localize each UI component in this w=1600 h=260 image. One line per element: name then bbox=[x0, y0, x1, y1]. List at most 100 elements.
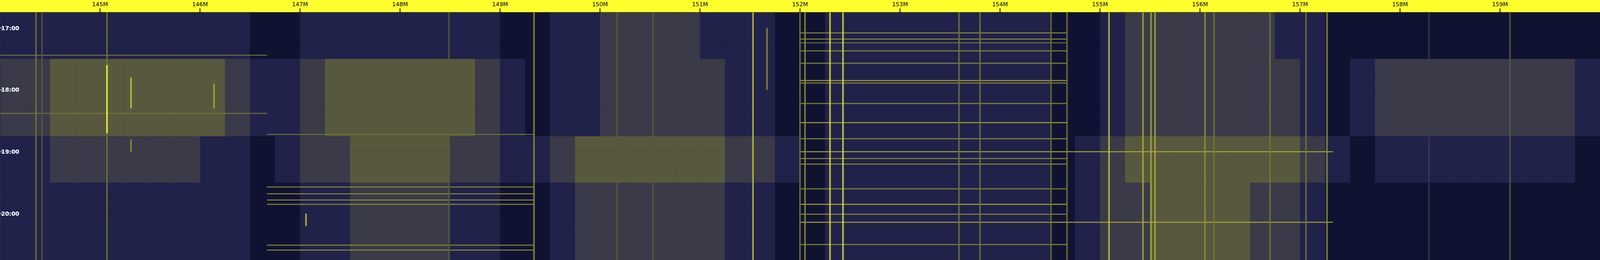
heat-cell bbox=[574, 12, 601, 29]
heat-cell bbox=[1274, 43, 1301, 59]
burst-line bbox=[800, 213, 1068, 215]
heat-cell bbox=[1025, 28, 1051, 44]
heat-cell bbox=[649, 182, 676, 199]
heat-cell bbox=[1324, 244, 1351, 260]
carrier-line bbox=[979, 12, 981, 260]
heat-cell bbox=[850, 197, 876, 214]
carrier-line bbox=[842, 12, 844, 260]
heat-cell bbox=[624, 151, 651, 168]
heat-cell bbox=[1249, 213, 1276, 229]
x-tick bbox=[1099, 8, 1101, 13]
heat-cell bbox=[1375, 58, 1401, 75]
heat-cell bbox=[1149, 58, 1176, 75]
heat-cell bbox=[574, 213, 601, 229]
heat-cell bbox=[574, 28, 601, 44]
heat-cell bbox=[749, 105, 776, 121]
heat-cell bbox=[1299, 228, 1326, 245]
heat-cell bbox=[1475, 228, 1501, 245]
heat-cell bbox=[400, 89, 426, 106]
heat-cell bbox=[475, 28, 501, 44]
heat-cell bbox=[574, 105, 601, 121]
heat-cell bbox=[1174, 213, 1201, 229]
heat-cell bbox=[325, 43, 351, 59]
burst-line bbox=[800, 121, 1068, 123]
heat-cell bbox=[549, 167, 576, 183]
heat-cell bbox=[1074, 43, 1101, 59]
heat-cell bbox=[875, 213, 901, 229]
heat-cell bbox=[375, 89, 401, 106]
heat-cell bbox=[1400, 43, 1426, 59]
heat-cell bbox=[24, 197, 51, 214]
heat-cell bbox=[149, 228, 176, 245]
heat-cell bbox=[1224, 244, 1251, 260]
heat-cell bbox=[525, 12, 551, 29]
heat-cell bbox=[800, 228, 826, 245]
heat-cell bbox=[1475, 12, 1501, 29]
heat-cell bbox=[749, 167, 776, 183]
heat-cell bbox=[1099, 58, 1126, 75]
heat-cell bbox=[825, 197, 851, 214]
heat-cell bbox=[275, 105, 301, 121]
heat-cell bbox=[350, 105, 376, 121]
heat-cell bbox=[199, 244, 226, 260]
heat-cell bbox=[774, 228, 801, 245]
heat-cell bbox=[24, 74, 51, 91]
heat-cell bbox=[500, 167, 526, 183]
heat-cell bbox=[525, 105, 551, 121]
heat-cell bbox=[724, 213, 751, 229]
heat-cell bbox=[124, 43, 151, 59]
heat-cell bbox=[975, 58, 1001, 75]
waterfall-chart: 145M146M147M148M149M150M151M152M153M154M… bbox=[0, 0, 1600, 260]
heat-cell bbox=[1375, 244, 1401, 260]
heat-cell bbox=[249, 58, 276, 75]
x-tick-label: 156M bbox=[1192, 1, 1209, 8]
heat-cell bbox=[249, 228, 276, 245]
heat-cell bbox=[1199, 74, 1226, 91]
heat-cell bbox=[74, 228, 101, 245]
burst-line bbox=[800, 42, 1068, 44]
heat-cell bbox=[1500, 43, 1526, 59]
heat-cell bbox=[724, 105, 751, 121]
heat-cell bbox=[1249, 136, 1276, 152]
heat-cell bbox=[975, 182, 1001, 199]
heat-cell bbox=[1299, 244, 1326, 260]
heat-cell bbox=[699, 182, 726, 199]
heat-cell bbox=[49, 182, 76, 199]
heat-cell bbox=[275, 213, 301, 229]
heat-cell bbox=[875, 167, 901, 183]
heat-cell bbox=[599, 74, 626, 91]
heat-cell bbox=[549, 197, 576, 214]
heat-cell bbox=[1550, 151, 1576, 168]
heat-cell bbox=[1124, 43, 1151, 59]
heat-cell bbox=[1525, 89, 1551, 106]
heat-cell bbox=[1525, 58, 1551, 75]
heat-cell bbox=[99, 244, 126, 260]
heat-cell bbox=[74, 120, 101, 137]
heat-cell bbox=[99, 120, 126, 137]
heat-cell bbox=[525, 43, 551, 59]
heat-cell bbox=[1375, 228, 1401, 245]
heat-cell bbox=[199, 12, 226, 29]
heat-cell bbox=[224, 182, 251, 199]
heat-cell bbox=[699, 58, 726, 75]
burst-line bbox=[800, 38, 1068, 40]
heat-cell bbox=[599, 167, 626, 183]
heat-cell bbox=[1249, 197, 1276, 214]
heat-cell bbox=[574, 182, 601, 199]
heat-cell bbox=[99, 136, 126, 152]
heat-cell bbox=[199, 58, 226, 75]
heat-cell bbox=[1500, 213, 1526, 229]
heat-cell bbox=[199, 28, 226, 44]
heat-cell bbox=[1299, 182, 1326, 199]
heat-cell bbox=[800, 197, 826, 214]
heat-cell bbox=[1050, 182, 1076, 199]
carrier-line bbox=[1154, 12, 1156, 260]
carrier-line bbox=[1269, 12, 1271, 260]
heat-cell bbox=[800, 213, 826, 229]
heat-cell bbox=[1350, 228, 1376, 245]
x-tick-label: 147M bbox=[291, 1, 309, 8]
heat-cell bbox=[699, 244, 726, 260]
heat-cell bbox=[149, 244, 176, 260]
heat-cell bbox=[1400, 12, 1426, 29]
heat-cell bbox=[99, 197, 126, 214]
